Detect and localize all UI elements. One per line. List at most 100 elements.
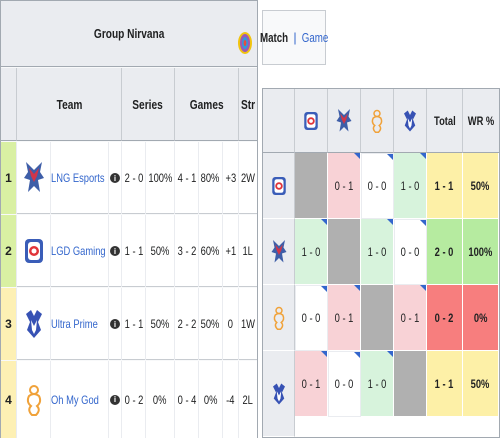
matrix-row-logo: [263, 351, 295, 437]
view-toggle: Match | Game: [260, 10, 328, 65]
game-diff: -4: [223, 361, 239, 438]
team-column-header[interactable]: Team: [17, 68, 122, 141]
rank-cell: 2: [1, 215, 17, 287]
ultra-prime-logo-icon: [23, 304, 45, 344]
team-link-omg[interactable]: Oh My God: [51, 361, 109, 438]
matrix-result-cell[interactable]: 1 - 0: [361, 351, 394, 417]
group-title: Group Nirvana: [93, 26, 165, 41]
matrix-result-cell[interactable]: 0 - 1: [394, 285, 427, 351]
lng-logo-icon: [23, 158, 45, 198]
matrix-total: 2 - 0: [427, 219, 463, 285]
games-header-label: Games: [189, 96, 224, 112]
games-percent: 80%: [199, 142, 223, 214]
wr-text: 100%: [468, 244, 493, 259]
team-link-ultra-prime[interactable]: Ultra Prime: [51, 288, 109, 360]
omg-logo-icon: [23, 380, 45, 420]
info-icon[interactable]: i: [110, 394, 120, 405]
result-text: 0 - 0: [302, 311, 321, 325]
matrix-result-cell[interactable]: 0 - 0: [394, 219, 427, 285]
matrix-result-cell[interactable]: 1 - 0: [361, 219, 394, 285]
ultra-prime-logo-icon: [401, 106, 419, 136]
matrix-result-cell[interactable]: 0 - 0: [328, 351, 361, 417]
matrix-result-cell[interactable]: 0 - 1: [328, 153, 361, 219]
matrix-total: 1 - 1: [427, 351, 463, 417]
matrix-wr: 100%: [463, 219, 499, 285]
games-record-text: 0 - 4: [177, 392, 196, 407]
series-record-text: 2 - 0: [124, 171, 143, 185]
result-text: 0 - 0: [401, 245, 420, 259]
info-icon[interactable]: i: [110, 319, 120, 329]
series-percent: 100%: [146, 142, 175, 214]
standings-row: 4 Oh My God i 0 - 2 0% 0 - 4 0% -4 2L: [1, 361, 257, 438]
info-cell: i: [109, 215, 122, 287]
series-record: 1 - 1: [122, 288, 146, 360]
info-icon[interactable]: i: [110, 173, 120, 183]
tab-match[interactable]: Match: [260, 30, 289, 45]
games-percent-text: 60%: [201, 244, 220, 258]
series-percent-text: 100%: [148, 171, 172, 185]
group-standings-table: Group Nirvana Team Series Games Str 1 LN…: [0, 0, 258, 438]
games-record-text: 2 - 2: [177, 317, 196, 331]
game-diff-text: +3: [225, 171, 236, 185]
matrix-wr: 50%: [463, 153, 499, 219]
corner-marker: [354, 153, 360, 159]
corner-marker: [321, 286, 327, 292]
series-record-text: 1 - 1: [124, 244, 143, 258]
team-name[interactable]: LNG Esports: [51, 171, 105, 185]
info-icon[interactable]: i: [110, 246, 120, 256]
games-column-header[interactable]: Games: [175, 68, 239, 141]
tab-game[interactable]: Game: [301, 30, 328, 45]
matrix-result-cell[interactable]: 1 - 0: [394, 153, 427, 219]
game-diff-text: 0: [227, 317, 234, 331]
rank-cell: 4: [1, 361, 17, 438]
game-diff: 0: [223, 288, 239, 360]
corner-marker: [354, 352, 360, 358]
team-name[interactable]: Ultra Prime: [51, 317, 98, 331]
lng-logo-icon: [335, 106, 353, 136]
team-name[interactable]: LGD Gaming: [51, 244, 106, 258]
games-record-text: 3 - 2: [177, 244, 196, 258]
standings-row: 2 LGD Gaming i 1 - 1 50% 3 - 2 60% +1 1L: [1, 215, 257, 287]
rank-column-header: [1, 68, 17, 141]
series-record-text: 0 - 2: [124, 392, 143, 407]
wr-text: 50%: [471, 376, 490, 391]
streak-text: 1L: [242, 244, 254, 258]
team-link-lng[interactable]: LNG Esports: [51, 142, 109, 214]
streak-text: 2L: [242, 392, 254, 407]
result-text: 0 - 1: [301, 376, 321, 391]
games-record: 2 - 2: [175, 288, 199, 360]
team-link-lgd[interactable]: LGD Gaming: [51, 215, 109, 287]
result-text: 0 - 0: [368, 179, 387, 193]
series-column-header[interactable]: Series: [122, 68, 175, 141]
total-text: 1 - 1: [435, 376, 454, 391]
games-percent: 50%: [199, 288, 223, 360]
matrix-result-cell[interactable]: 0 - 1: [328, 285, 361, 351]
team-logo-cell: [17, 215, 51, 287]
streak-column-header[interactable]: Str: [239, 68, 257, 141]
result-text: 0 - 1: [400, 310, 420, 325]
streak: 2W: [239, 142, 257, 214]
result-text: 1 - 0: [400, 178, 420, 193]
team-logo-cell: [17, 142, 51, 214]
matrix-col-lng: [295, 89, 328, 153]
matrix-self-cell: [361, 285, 394, 351]
matrix-total: 0 - 2: [427, 285, 463, 351]
team-logo-cell: [17, 288, 51, 360]
team-header-label: Team: [56, 96, 82, 112]
series-percent-text: 0%: [153, 392, 167, 407]
total-text: 2 - 0: [435, 244, 454, 259]
team-name[interactable]: Oh My God: [51, 392, 99, 407]
matrix-grid: Total WR % 0 - 1 0 - 0 1 - 0 1 - 1 50% 1…: [262, 88, 500, 438]
corner-marker: [420, 153, 426, 159]
matrix-result-cell[interactable]: 0 - 0: [295, 285, 328, 351]
matrix-result-cell[interactable]: 0 - 1: [295, 351, 328, 417]
series-percent-text: 50%: [150, 244, 170, 258]
streak: 1L: [239, 215, 257, 287]
matrix-result-cell[interactable]: 1 - 0: [295, 219, 328, 285]
matrix-wr: 50%: [463, 351, 499, 417]
streak-header-label: Str: [240, 96, 256, 112]
rank-cell: 3: [1, 288, 17, 360]
matrix-result-cell[interactable]: 0 - 0: [361, 153, 394, 219]
result-text: 0 - 0: [335, 377, 354, 391]
rank-cell: 1: [1, 142, 17, 214]
